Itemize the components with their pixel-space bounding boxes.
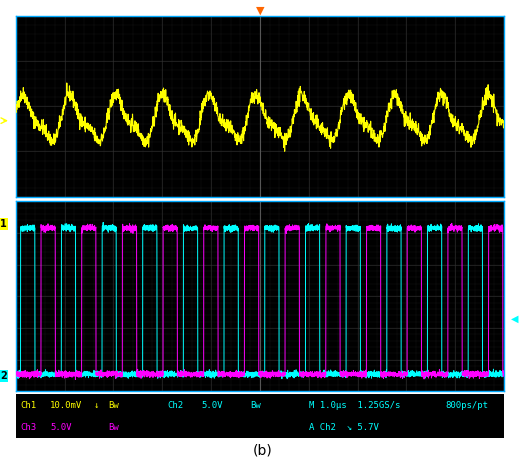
- Text: A Ch2  ↘ 5.7V: A Ch2 ↘ 5.7V: [309, 423, 379, 432]
- Text: ◀: ◀: [511, 314, 519, 324]
- Text: Ch2: Ch2: [167, 401, 183, 410]
- Text: M 1.0μs  1.25GS/s: M 1.0μs 1.25GS/s: [309, 401, 400, 410]
- Text: ↓: ↓: [94, 401, 99, 410]
- Text: 1: 1: [0, 219, 7, 229]
- Text: 1: 1: [0, 219, 7, 229]
- Text: 2: 2: [0, 371, 7, 381]
- Text: 800ps/pt: 800ps/pt: [445, 401, 488, 410]
- Text: Bw: Bw: [109, 423, 119, 432]
- Text: Bw: Bw: [250, 401, 261, 410]
- Text: Ch3: Ch3: [20, 423, 37, 432]
- Text: Ch1: Ch1: [20, 401, 37, 410]
- Text: Bw: Bw: [109, 401, 119, 410]
- Text: 5.0V: 5.0V: [50, 423, 71, 432]
- Text: 5.0V: 5.0V: [201, 401, 223, 410]
- Text: (b): (b): [253, 443, 272, 457]
- Text: ▼: ▼: [256, 6, 264, 16]
- Text: 10.0mV: 10.0mV: [50, 401, 82, 410]
